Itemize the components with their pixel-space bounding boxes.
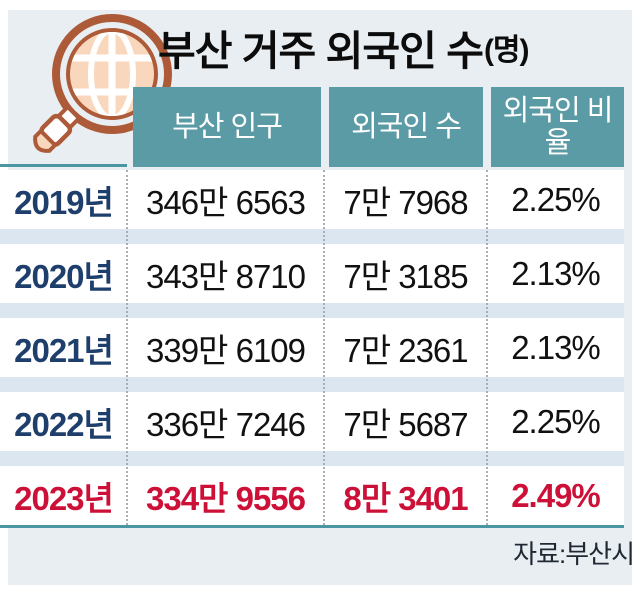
year-cell: 2020년 bbox=[14, 257, 114, 295]
ratio-cell: 2.13% bbox=[511, 254, 601, 292]
table-body: 2019년 346만 6563 7만 7968 2.25% 2020년 343만… bbox=[0, 170, 624, 525]
foreigner-count-cell: 7만 5687 bbox=[343, 405, 468, 443]
globe-magnifier-icon bbox=[33, 14, 172, 153]
population-cell: 339만 6109 bbox=[146, 331, 306, 369]
header-year-cell bbox=[0, 87, 127, 167]
header-population: 부산 인구 bbox=[133, 87, 321, 167]
year-cell: 2023년 bbox=[14, 479, 114, 517]
header-foreigner-ratio: 외국인 비율 bbox=[491, 87, 624, 167]
table-row: 2021년 339만 6109 7만 2361 2.13% bbox=[0, 318, 624, 377]
foreigner-count-cell: 8만 3401 bbox=[343, 479, 468, 517]
header-foreigner-count: 외국인 수 bbox=[329, 87, 483, 167]
column-separator bbox=[126, 170, 128, 525]
page-title: 부산 거주 외국인 수 (명) bbox=[158, 16, 624, 78]
table-row: 2022년 336만 7246 7만 5687 2.25% bbox=[0, 392, 624, 451]
source-credit: 자료:부산시 bbox=[513, 539, 635, 569]
table-row: 2020년 343만 8710 7만 3185 2.13% bbox=[0, 244, 624, 303]
population-cell: 334만 9556 bbox=[146, 479, 306, 517]
page-title-text: 부산 거주 외국인 수 bbox=[158, 28, 484, 74]
foreigner-count-cell: 7만 2361 bbox=[343, 331, 468, 369]
population-cell: 336만 7246 bbox=[146, 405, 306, 443]
ratio-cell: 2.25% bbox=[511, 402, 601, 440]
bottom-rule bbox=[0, 525, 624, 528]
year-cell: 2019년 bbox=[14, 183, 114, 221]
foreigner-count-cell: 7만 3185 bbox=[343, 257, 468, 295]
year-cell: 2021년 bbox=[14, 331, 114, 369]
ratio-cell: 2.49% bbox=[511, 476, 601, 514]
column-separator bbox=[323, 170, 325, 525]
population-cell: 343만 8710 bbox=[146, 257, 306, 295]
foreigner-count-cell: 7만 7968 bbox=[343, 183, 468, 221]
year-cell: 2022년 bbox=[14, 405, 114, 443]
table-row-highlighted: 2023년 334만 9556 8만 3401 2.49% bbox=[0, 466, 624, 525]
ratio-cell: 2.25% bbox=[511, 180, 601, 218]
ratio-cell: 2.13% bbox=[511, 328, 601, 366]
table-row: 2019년 346만 6563 7만 7968 2.25% bbox=[0, 170, 624, 229]
column-separator bbox=[486, 170, 488, 525]
population-cell: 346만 6563 bbox=[146, 183, 306, 221]
page-title-unit: (명) bbox=[483, 34, 530, 67]
